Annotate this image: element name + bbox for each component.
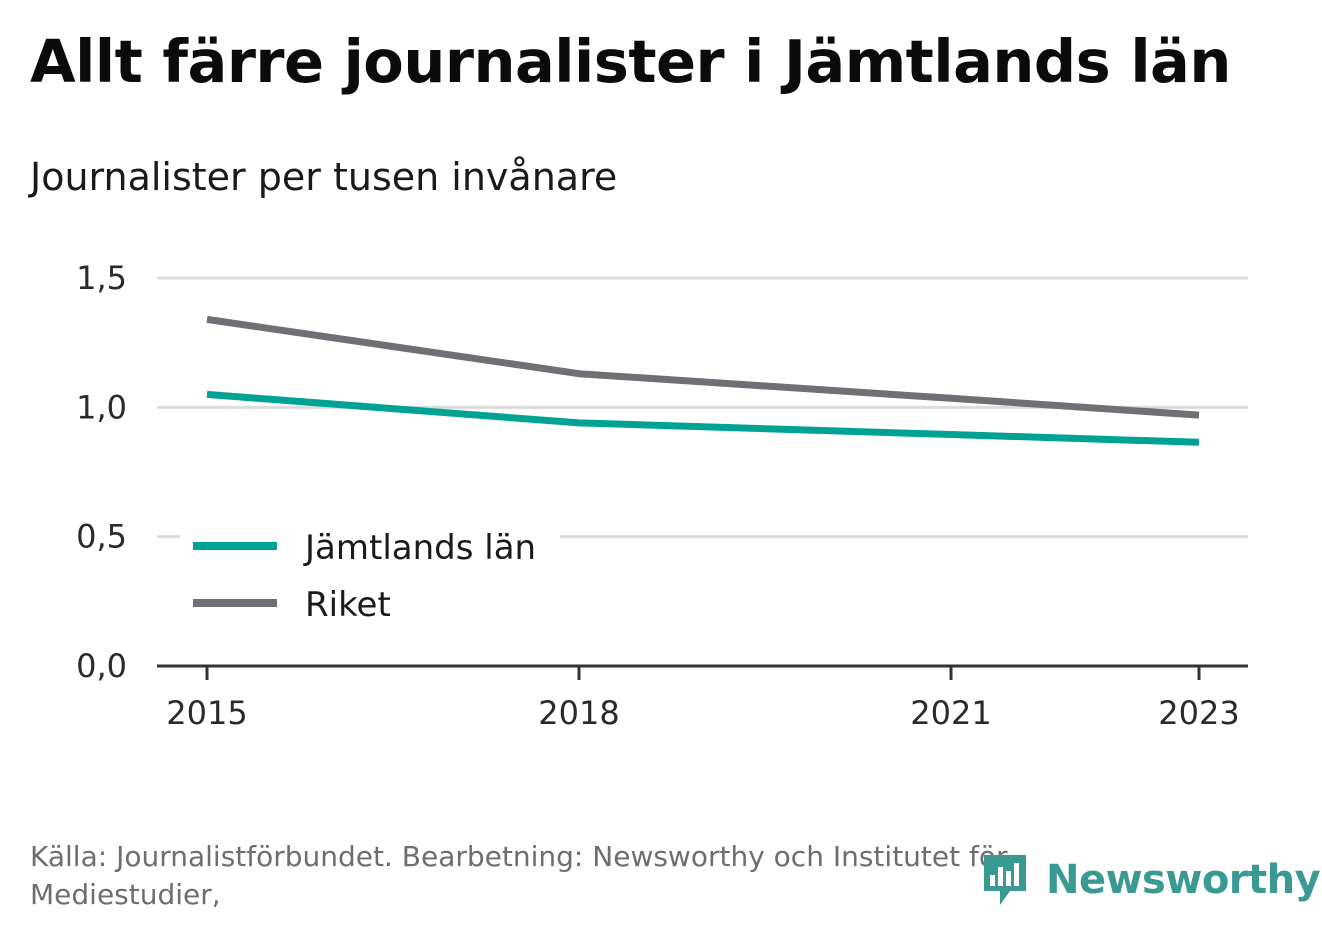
source-note: Källa: Journalistförbundet. Bearbetning:… (30, 840, 1008, 911)
x-axis: 2015 2018 2021 2023 (157, 664, 1248, 732)
newsworthy-logo-text: Newsworthy (1046, 857, 1321, 903)
x-tick-label: 2021 (910, 694, 991, 732)
y-tick-label: 0,0 (76, 647, 127, 685)
series-line-0 (206, 390, 1200, 446)
chart-subtitle: Journalister per tusen invånare (30, 155, 618, 199)
series-lines (206, 315, 1200, 446)
newsworthy-chart-bubble-icon (984, 855, 1026, 905)
series-line-1 (206, 315, 1200, 419)
chart-title: Allt färre journalister i Jämtlands län (30, 27, 1231, 96)
legend-label: Jämtlands län (303, 528, 536, 568)
newsworthy-logo: Newsworthy (980, 850, 1321, 910)
x-tick-label: 2015 (166, 694, 247, 732)
y-tick-label: 1,0 (76, 388, 127, 426)
legend-label: Riket (305, 585, 391, 625)
x-tick-label: 2018 (538, 694, 619, 732)
y-tick-label: 1,5 (76, 259, 127, 297)
x-tick-label: 2023 (1158, 694, 1239, 732)
legend-background (180, 512, 560, 632)
y-tick-label: 0,5 (76, 518, 127, 556)
y-axis-ticks: 0,0 0,5 1,0 1,5 (76, 259, 127, 685)
legend: Jämtlands län Riket (180, 512, 560, 632)
